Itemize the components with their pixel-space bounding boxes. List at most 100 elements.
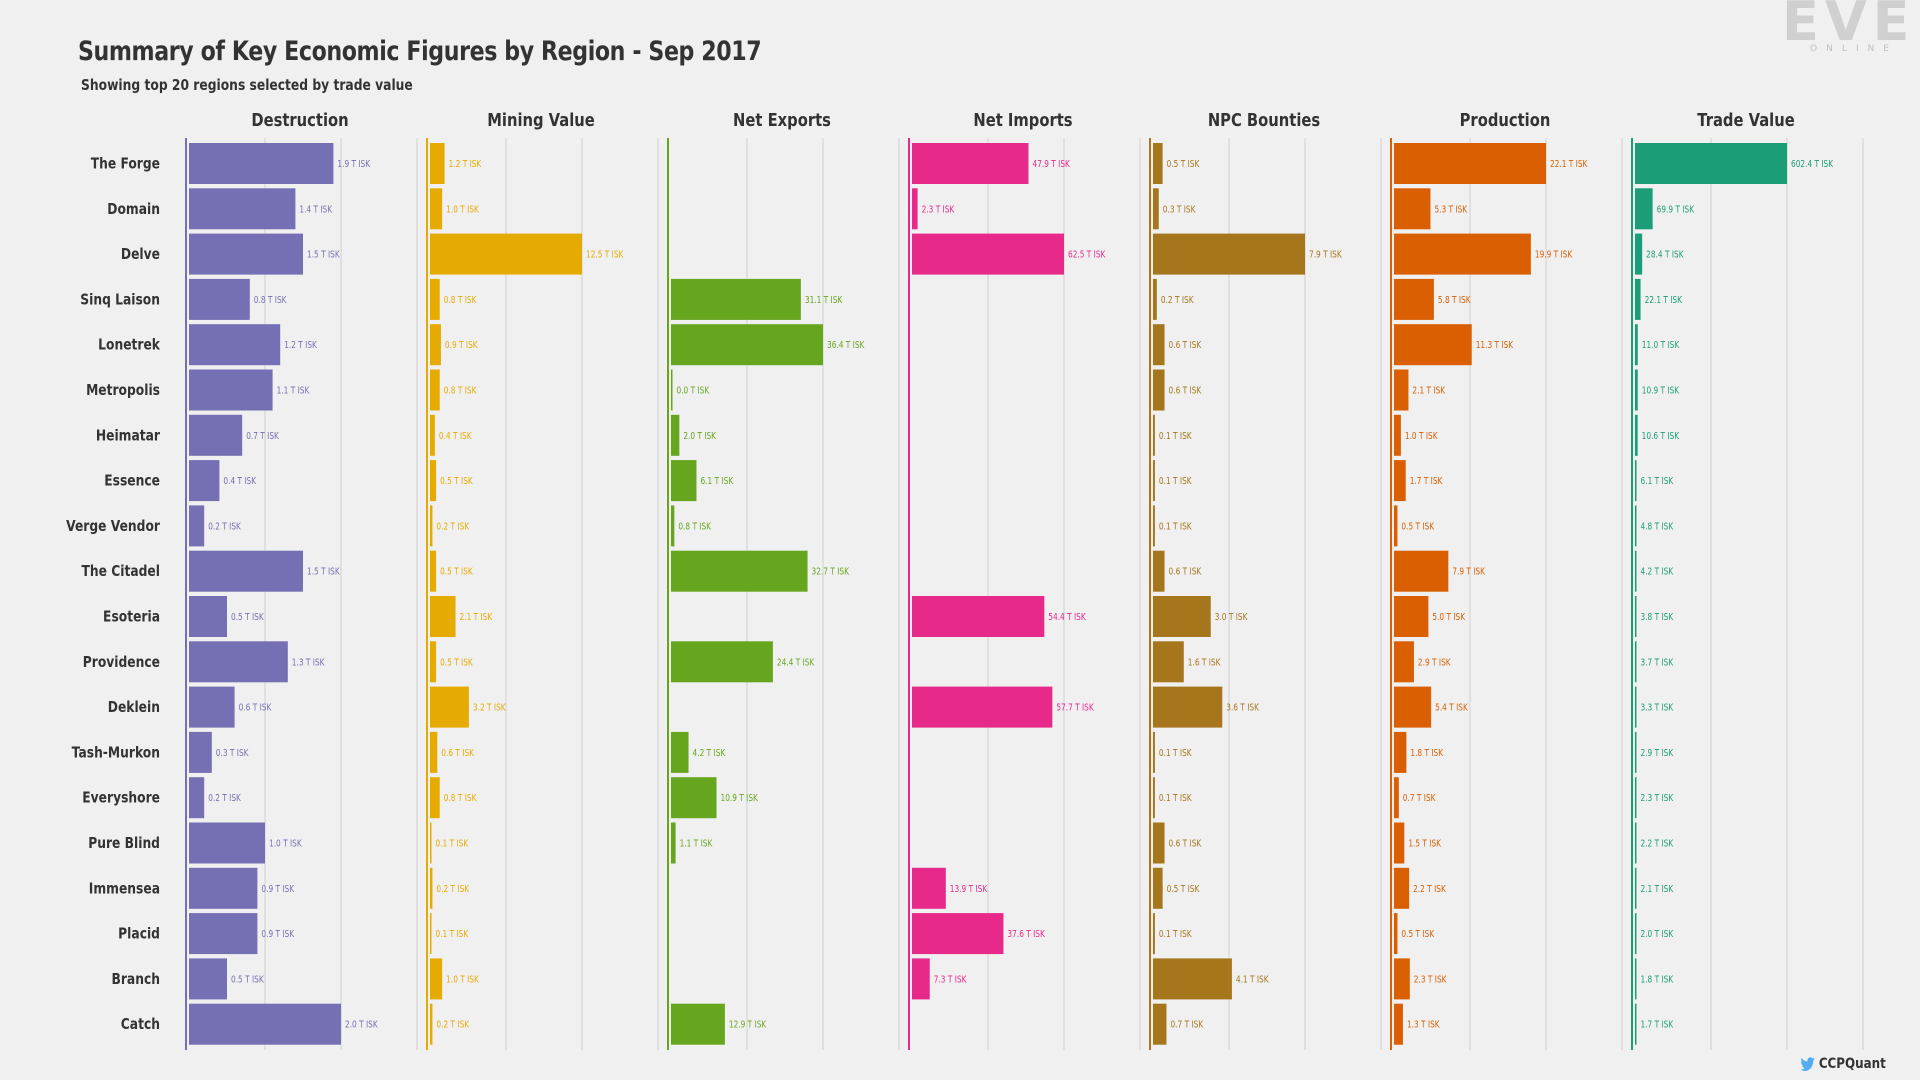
bar xyxy=(189,550,303,592)
panel-title: Mining Value xyxy=(487,110,595,131)
bar xyxy=(189,777,205,819)
bar xyxy=(1635,596,1637,637)
data-label: 0.9 T ISK xyxy=(445,340,478,351)
data-label: 1.8 T ISK xyxy=(1641,975,1674,986)
bar xyxy=(1635,958,1637,1000)
panel-title: Net Exports xyxy=(733,110,831,131)
bar xyxy=(189,278,250,320)
data-label: 0.2 T ISK xyxy=(436,884,469,895)
bar xyxy=(1635,143,1787,184)
bar xyxy=(1153,324,1165,366)
bar xyxy=(912,143,1029,184)
panel-title: NPC Bounties xyxy=(1208,110,1320,131)
data-label: 5.8 T ISK xyxy=(1438,295,1471,306)
data-label: 32.7 T ISK xyxy=(812,567,850,578)
data-label: 0.6 T ISK xyxy=(441,748,474,759)
bar xyxy=(1153,143,1163,184)
bar xyxy=(671,460,697,502)
bar xyxy=(1153,550,1165,592)
panel-production: Production 22.1 T ISK 5.3 T ISK 19.9 T ISK 5… xyxy=(1390,110,1623,1050)
bar xyxy=(189,324,281,366)
data-label: 2.0 T ISK xyxy=(345,1020,378,1031)
data-label: 0.1 T ISK xyxy=(1159,476,1192,487)
data-label: 2.9 T ISK xyxy=(1418,657,1451,668)
data-label: 3.8 T ISK xyxy=(1641,612,1674,623)
data-label: 1.1 T ISK xyxy=(277,386,310,397)
data-label: 0.6 T ISK xyxy=(1169,839,1202,850)
bar xyxy=(189,958,227,1000)
data-label: 1.0 T ISK xyxy=(269,839,302,850)
bar xyxy=(671,822,676,864)
bar xyxy=(1153,641,1184,683)
data-label: 0.6 T ISK xyxy=(1169,340,1202,351)
data-label: 1.2 T ISK xyxy=(284,340,317,351)
footer-credit: CCPQuant xyxy=(1800,1056,1886,1072)
data-label: 22.1 T ISK xyxy=(1645,295,1683,306)
bar xyxy=(671,505,675,547)
chart-subtitle: Showing top 20 regions selected by trade… xyxy=(81,76,413,94)
data-label: 5.3 T ISK xyxy=(1434,204,1467,215)
data-label: 7.9 T ISK xyxy=(1309,250,1342,261)
data-label: 1.4 T ISK xyxy=(299,204,332,215)
bar xyxy=(430,731,438,773)
bar xyxy=(1394,686,1432,728)
panel-net-exports: Net Exports 31.1 T ISK 36.4 T ISK 0.0 T ISK… xyxy=(667,110,900,1050)
bar xyxy=(189,686,235,728)
panel-title: Trade Value xyxy=(1697,110,1794,131)
category-label-deklein: Deklein xyxy=(108,699,160,716)
bar xyxy=(430,414,435,456)
data-label: 0.5 T ISK xyxy=(1401,522,1434,533)
panel-trade-value: Trade Value 602.4 T ISK 69.9 T ISK 28.4 T I… xyxy=(1631,110,1864,1050)
bar xyxy=(671,550,808,592)
data-label: 3.0 T ISK xyxy=(1215,612,1248,623)
bar xyxy=(671,777,717,819)
data-label: 0.5 T ISK xyxy=(231,612,264,623)
bar xyxy=(1635,414,1638,456)
bar xyxy=(1394,369,1409,411)
bar xyxy=(1394,143,1546,184)
data-label: 1.6 T ISK xyxy=(1188,657,1221,668)
bar xyxy=(1394,913,1398,955)
bar xyxy=(912,913,1004,955)
logo-subtitle: ONLINE xyxy=(1810,44,1898,54)
data-label: 0.2 T ISK xyxy=(1161,295,1194,306)
data-label: 1.5 T ISK xyxy=(1408,839,1441,850)
data-label: 1.0 T ISK xyxy=(446,975,479,986)
bar xyxy=(1635,369,1638,411)
bar xyxy=(430,686,469,728)
data-label: 6.1 T ISK xyxy=(700,476,733,487)
data-label: 0.4 T ISK xyxy=(223,476,256,487)
data-label: 10.6 T ISK xyxy=(1642,431,1680,442)
bar xyxy=(430,143,445,184)
bar xyxy=(430,324,441,366)
data-label: 4.2 T ISK xyxy=(1641,567,1674,578)
data-label: 28.4 T ISK xyxy=(1646,250,1684,261)
logo-word: EVE xyxy=(1782,0,1916,53)
twitter-icon xyxy=(1800,1056,1815,1071)
bar xyxy=(189,505,205,547)
data-label: 2.3 T ISK xyxy=(1641,793,1674,804)
bar xyxy=(430,777,440,819)
data-label: 2.3 T ISK xyxy=(1414,975,1447,986)
bar xyxy=(430,822,432,864)
data-label: 2.3 T ISK xyxy=(922,204,955,215)
data-label: 0.5 T ISK xyxy=(1167,159,1200,170)
data-label: 0.1 T ISK xyxy=(435,929,468,940)
category-label-the-forge: The Forge xyxy=(91,155,160,172)
data-label: 0.8 T ISK xyxy=(444,386,477,397)
bar xyxy=(671,369,673,411)
bar xyxy=(1635,278,1641,320)
panel-title: Destruction xyxy=(251,110,348,131)
bar xyxy=(912,188,918,230)
bar xyxy=(430,1003,433,1045)
data-label: 1.8 T ISK xyxy=(1410,748,1443,759)
data-label: 3.3 T ISK xyxy=(1641,703,1674,714)
data-label: 1.3 T ISK xyxy=(292,657,325,668)
bar xyxy=(1635,1003,1637,1045)
data-label: 7.9 T ISK xyxy=(1452,567,1485,578)
bar xyxy=(1394,777,1399,819)
data-label: 0.7 T ISK xyxy=(1403,793,1436,804)
data-label: 12.9 T ISK xyxy=(729,1020,767,1031)
data-label: 0.8 T ISK xyxy=(254,295,287,306)
bar xyxy=(430,641,437,683)
